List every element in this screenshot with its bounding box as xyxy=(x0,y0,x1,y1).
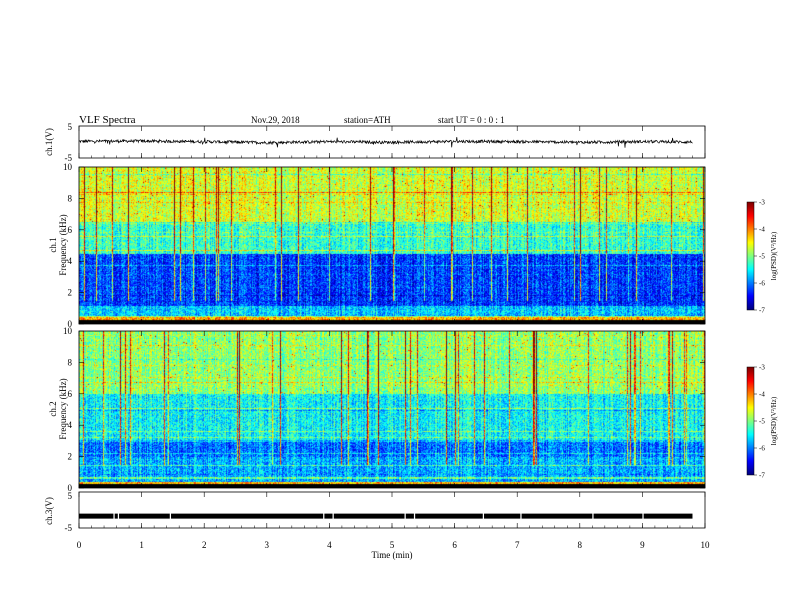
ch3-trace-segment xyxy=(643,513,693,519)
ch3-trace-segment xyxy=(593,513,643,519)
x-tick-label: 1 xyxy=(139,540,144,550)
ch3-trace-segment xyxy=(415,513,483,519)
ch2-spectrogram-ylabel-frequency: Frequency (kHz) xyxy=(58,378,68,439)
ch2-colorbar-ticks: -3 -4 -5 -6 -7 xyxy=(754,364,765,480)
ch2-colorbar-tick-label: -6 xyxy=(759,445,765,453)
x-tick-label: 6 xyxy=(452,540,457,550)
ch1-spectrogram-ytick-tick-label: 2 xyxy=(68,288,73,298)
station-label: station=ATH xyxy=(344,115,391,125)
ch3-waveform-panel: 5 -5 ch.3(V) xyxy=(44,491,706,533)
ch3-waveform-ylabel: ch.3(V) xyxy=(44,497,54,525)
ch2-spectrogram-panel: 0 2 4 6 8 10 ch.2 Frequency (kHz) -3 -4 -5 -6 -7 … xyxy=(48,326,778,493)
x-tick-label: 7 xyxy=(515,540,520,550)
date-label: Nov.29, 2018 xyxy=(251,115,300,125)
ch1-colorbar-tick-label: -4 xyxy=(759,226,765,234)
ch2-colorbar-tick-label: -5 xyxy=(759,418,765,426)
ch3-trace-segment xyxy=(484,513,521,519)
x-tick-label: 0 xyxy=(77,540,82,550)
ch1-waveform-trace xyxy=(78,137,693,148)
ch2-spectrogram-ytick-tick-label: 10 xyxy=(63,326,73,336)
ch1-ytick-bottom: -5 xyxy=(65,153,73,163)
ch2-colorbar-image xyxy=(747,367,754,475)
x-tick-label: 10 xyxy=(701,540,711,550)
ch3-trace-segment xyxy=(114,513,118,519)
ch1-colorbar-tick-label: -3 xyxy=(759,199,765,207)
ch1-spectrogram-yticks: 0 2 4 6 8 10 xyxy=(63,162,705,329)
ch1-spectrogram-ylabel-channel: ch.1 xyxy=(48,237,58,252)
ch2-spectrogram-ytick-tick-label: 4 xyxy=(68,420,73,430)
ch3-ytick-top: 5 xyxy=(68,491,73,501)
ch2-spectrogram-ytick-tick-label: 6 xyxy=(68,389,73,399)
ch1-colorbar-label: log(PSD)(V²/Hz) xyxy=(770,231,778,280)
x-tick-label: 5 xyxy=(390,540,395,550)
ch1-spectrogram-ytick-tick-label: 10 xyxy=(63,162,73,172)
ch3-trace-segment xyxy=(333,513,405,519)
ch2-colorbar-tick-label: -7 xyxy=(759,472,765,480)
ch2-colorbar: -3 -4 -5 -6 -7 log(PSD)(V²/Hz) xyxy=(746,364,778,480)
ch1-spectrogram-image xyxy=(79,167,705,324)
ch1-ytick-top: 5 xyxy=(68,122,73,132)
ch1-spectrogram-ytick-tick-label: 6 xyxy=(68,225,73,235)
ch2-spectrogram-ytick-tick-label: 0 xyxy=(68,483,73,493)
x-tick-label: 3 xyxy=(265,540,270,550)
ch3-trace-segment xyxy=(171,513,324,519)
ch3-waveform-trace xyxy=(79,513,693,519)
time-x-axis: 0 1 2 3 4 5 6 7 8 9 10 xyxy=(77,126,710,550)
x-axis-label: Time (min) xyxy=(372,550,413,560)
ch1-waveform-ylabel: ch.1(V) xyxy=(44,128,54,156)
x-tick-label: 9 xyxy=(640,540,645,550)
ch2-colorbar-label: log(PSD)(V²/Hz) xyxy=(770,396,778,445)
ch3-trace-segment xyxy=(405,513,414,519)
x-tick-label: 4 xyxy=(327,540,332,550)
ch3-trace-segment xyxy=(324,513,333,519)
ch3-trace-segment xyxy=(119,513,170,519)
ch3-ytick-bottom: -5 xyxy=(65,523,73,533)
ch1-colorbar-image xyxy=(747,202,754,310)
ch1-colorbar: -3 -4 -5 -6 -7 log(PSD)(V²/Hz) xyxy=(746,199,778,315)
figure-title: VLF Spectra xyxy=(79,114,136,126)
ch2-spectrogram-ytick-tick-label: 2 xyxy=(68,452,73,462)
ch3-trace-segment xyxy=(79,513,114,519)
ch2-spectrogram-ylabel-channel: ch.2 xyxy=(48,401,58,416)
ch1-spectrogram-ytick-tick-label: 8 xyxy=(68,193,73,203)
ch1-waveform-panel: 5 -5 ch.1(V) xyxy=(44,122,706,163)
ch3-waveform-frame xyxy=(78,491,706,529)
ch1-spectrogram-ylabel-frequency: Frequency (kHz) xyxy=(58,214,68,275)
ch3-trace-segment xyxy=(521,513,593,519)
x-tick-label: 2 xyxy=(202,540,207,550)
ch1-colorbar-ticks: -3 -4 -5 -6 -7 xyxy=(754,199,765,315)
ch1-spectrogram-ytick-tick-label: 4 xyxy=(68,256,73,266)
ch1-colorbar-tick-label: -5 xyxy=(759,253,765,261)
ch1-colorbar-tick-label: -7 xyxy=(759,307,765,315)
ch2-spectrogram-image xyxy=(79,331,705,488)
start-ut-label: start UT = 0 : 0 : 1 xyxy=(438,115,505,125)
ch1-colorbar-tick-label: -6 xyxy=(759,280,765,288)
x-tick-label: 8 xyxy=(578,540,583,550)
ch2-colorbar-tick-label: -3 xyxy=(759,364,765,372)
ch2-spectrogram-ytick-tick-label: 8 xyxy=(68,357,73,367)
ch2-colorbar-tick-label: -4 xyxy=(759,391,765,399)
ch2-spectrogram-yticks: 0 2 4 6 8 10 xyxy=(63,326,705,493)
ch1-spectrogram-panel: 0 2 4 6 8 10 ch.1 Frequency (kHz) -3 -4 -5 -6 -7 … xyxy=(48,162,778,329)
ch1-spectrogram-ytick-tick-label: 0 xyxy=(68,319,73,329)
